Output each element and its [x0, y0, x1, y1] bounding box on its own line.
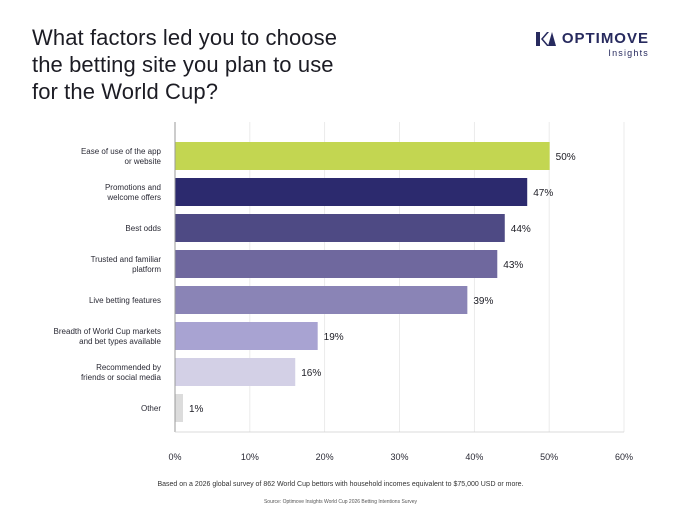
x-tick-label: 60%	[615, 452, 633, 462]
footnote: Based on a 2026 global survey of 862 Wor…	[157, 481, 524, 488]
category-label-line: Recommended by	[96, 363, 161, 372]
category-label: Breadth of World Cup markets and bet type…	[54, 327, 162, 346]
optimove-logo-icon	[535, 31, 556, 46]
category-label-line: Best odds	[125, 224, 161, 233]
title-line-2: the betting site you plan to use	[32, 52, 334, 77]
category-label: Best odds	[125, 224, 161, 233]
category-label-line: Breadth of World Cup markets	[54, 327, 161, 336]
bar	[175, 250, 498, 278]
category-label-line: friends or social media	[81, 373, 162, 382]
optimove-logo: OPTIMOVE Insights	[535, 30, 649, 58]
bar	[175, 286, 468, 314]
logo-name: OPTIMOVE	[561, 30, 649, 47]
category-label-line: or website	[125, 157, 162, 166]
x-tick-label: 20%	[316, 452, 334, 462]
bar	[175, 214, 505, 242]
category-label: Trusted and familiar platform	[91, 255, 162, 274]
x-tick-label: 40%	[465, 452, 483, 462]
bar-value-label: 16%	[301, 368, 321, 379]
bar-value-label: 44%	[511, 224, 531, 235]
x-tick-label: 10%	[241, 452, 259, 462]
x-tick-label: 0%	[168, 452, 181, 462]
bar-value-label: 1%	[189, 404, 204, 415]
bar-value-label: 43%	[503, 260, 523, 271]
bar	[175, 178, 528, 206]
title-line-1: What factors led you to choose	[32, 25, 338, 50]
category-label: Promotions and welcome offers	[105, 183, 161, 202]
category-label: Ease of use of the app or website	[81, 147, 162, 166]
bar-value-label: 19%	[324, 332, 344, 343]
category-label: Live betting features	[89, 296, 161, 305]
bar	[175, 142, 550, 170]
category-label-line: welcome offers	[106, 193, 161, 202]
title-line-3: for the World Cup?	[32, 79, 219, 104]
bar-value-label: 39%	[473, 296, 493, 307]
x-tick-label: 30%	[390, 452, 408, 462]
x-tick-label: 50%	[540, 452, 558, 462]
category-label: Other	[141, 404, 161, 413]
source-note: Source: Optimove Insights World Cup 2026…	[263, 499, 418, 505]
category-label-line: Live betting features	[89, 296, 161, 305]
bar	[175, 394, 183, 422]
bar-value-label: 50%	[556, 152, 576, 163]
category-label-line: platform	[132, 265, 161, 274]
category-label-line: Trusted and familiar	[91, 255, 162, 264]
category-label-line: and bet types available	[79, 337, 161, 346]
bar-value-label: 47%	[533, 188, 553, 199]
chart-title: What factors led you to choose the betti…	[32, 24, 392, 105]
bar	[175, 322, 318, 350]
category-label-line: Promotions and	[105, 183, 161, 192]
logo-subtitle: Insights	[608, 48, 649, 58]
category-label-line: Other	[141, 404, 161, 413]
category-label: Recommended by friends or social media	[81, 363, 162, 382]
bar	[175, 358, 296, 386]
category-label-line: Ease of use of the app	[81, 147, 162, 156]
